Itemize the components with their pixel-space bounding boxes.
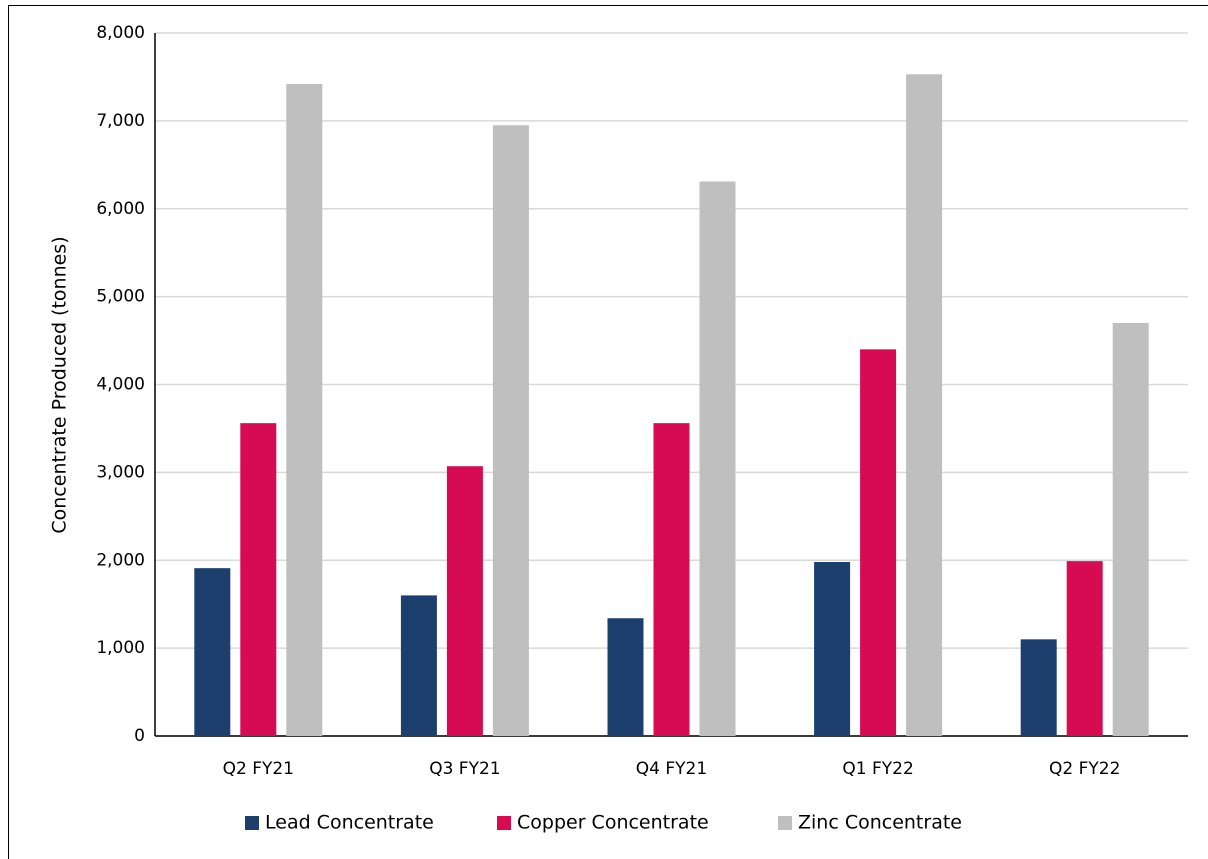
x-tick-label: Q2 FY21 <box>223 759 294 779</box>
y-tick-label: 4,000 <box>96 375 145 395</box>
bar <box>240 423 277 736</box>
bar <box>400 595 437 736</box>
x-tick-label: Q1 FY22 <box>842 759 913 779</box>
bar <box>1112 322 1149 736</box>
frame <box>8 5 1208 859</box>
x-tick-label: Q2 FY22 <box>1049 759 1120 779</box>
legend-swatch <box>245 816 259 830</box>
bar <box>194 568 231 736</box>
x-tick-label: Q4 FY21 <box>636 759 707 779</box>
bar <box>653 423 690 736</box>
y-tick-label: 8,000 <box>96 23 145 43</box>
x-tick-label: Q3 FY21 <box>429 759 500 779</box>
y-tick-label: 7,000 <box>96 111 145 131</box>
bar <box>492 125 529 737</box>
bar <box>446 466 483 736</box>
legend-label: Copper Concentrate <box>517 812 709 834</box>
y-axis-label: Concentrate Produced (tonnes) <box>49 236 71 533</box>
bar <box>814 562 851 736</box>
y-tick-label: 6,000 <box>96 199 145 219</box>
y-tick-label: 3,000 <box>96 462 145 482</box>
bar <box>906 74 943 736</box>
bar <box>860 349 897 736</box>
y-tick-label: 2,000 <box>96 550 145 570</box>
legend-swatch <box>778 816 792 830</box>
bar <box>699 181 736 737</box>
legend-label: Lead Concentrate <box>265 812 434 834</box>
bar <box>286 83 323 736</box>
y-tick-label: 0 <box>134 726 145 746</box>
bar <box>607 618 644 736</box>
y-tick-label: 5,000 <box>96 287 145 307</box>
y-tick-label: 1,000 <box>96 638 145 658</box>
legend-swatch <box>497 816 511 830</box>
bar <box>1020 639 1057 736</box>
bar <box>1066 561 1103 736</box>
legend-label: Zinc Concentrate <box>798 812 962 834</box>
